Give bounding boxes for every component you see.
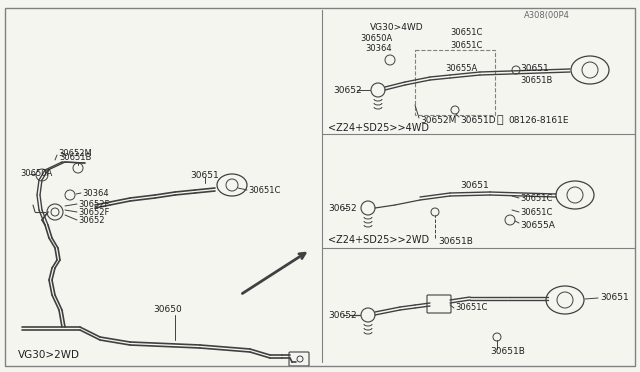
Text: 30650A: 30650A bbox=[360, 33, 392, 42]
Text: A308(00P4: A308(00P4 bbox=[524, 10, 570, 19]
Text: 30651B: 30651B bbox=[520, 76, 552, 84]
Text: 30650: 30650 bbox=[154, 305, 182, 314]
Text: 30651C: 30651C bbox=[248, 186, 280, 195]
Text: 30652: 30652 bbox=[328, 203, 356, 212]
Text: 30651: 30651 bbox=[460, 180, 489, 189]
Text: 30364: 30364 bbox=[365, 44, 392, 52]
Text: 30651: 30651 bbox=[600, 294, 628, 302]
Text: 30652F: 30652F bbox=[78, 208, 109, 217]
Text: 30652M: 30652M bbox=[420, 115, 456, 125]
Text: 30651B: 30651B bbox=[438, 237, 473, 246]
Text: VG30>4WD: VG30>4WD bbox=[370, 22, 424, 32]
Text: <Z24+SD25>>4WD: <Z24+SD25>>4WD bbox=[328, 123, 429, 133]
Text: 30651B: 30651B bbox=[59, 153, 91, 161]
Text: 30651B: 30651B bbox=[490, 347, 525, 356]
Text: 30651D: 30651D bbox=[460, 115, 495, 125]
Text: 30652: 30652 bbox=[78, 215, 104, 224]
Text: 30655A: 30655A bbox=[445, 64, 477, 73]
Text: 30651C: 30651C bbox=[455, 304, 488, 312]
Text: 30651: 30651 bbox=[191, 170, 220, 180]
Text: 30652M: 30652M bbox=[58, 148, 92, 157]
Text: 30650A: 30650A bbox=[20, 169, 52, 177]
Text: VG30>2WD: VG30>2WD bbox=[18, 350, 80, 360]
Text: 08126-8161E: 08126-8161E bbox=[508, 115, 568, 125]
Text: 30651C: 30651C bbox=[520, 208, 552, 217]
Text: <Z24+SD25>>2WD: <Z24+SD25>>2WD bbox=[328, 235, 429, 245]
Text: 30652F: 30652F bbox=[78, 199, 109, 208]
Text: 30364: 30364 bbox=[82, 189, 109, 198]
Text: 30651C: 30651C bbox=[520, 193, 552, 202]
Text: 30655A: 30655A bbox=[520, 221, 555, 230]
Text: 30651: 30651 bbox=[520, 64, 548, 73]
Text: 30652: 30652 bbox=[333, 86, 362, 94]
Text: 30652: 30652 bbox=[328, 311, 356, 320]
Text: 30651C: 30651C bbox=[450, 28, 483, 36]
Text: ⓘ: ⓘ bbox=[497, 115, 503, 125]
Text: 30651C: 30651C bbox=[450, 41, 483, 49]
